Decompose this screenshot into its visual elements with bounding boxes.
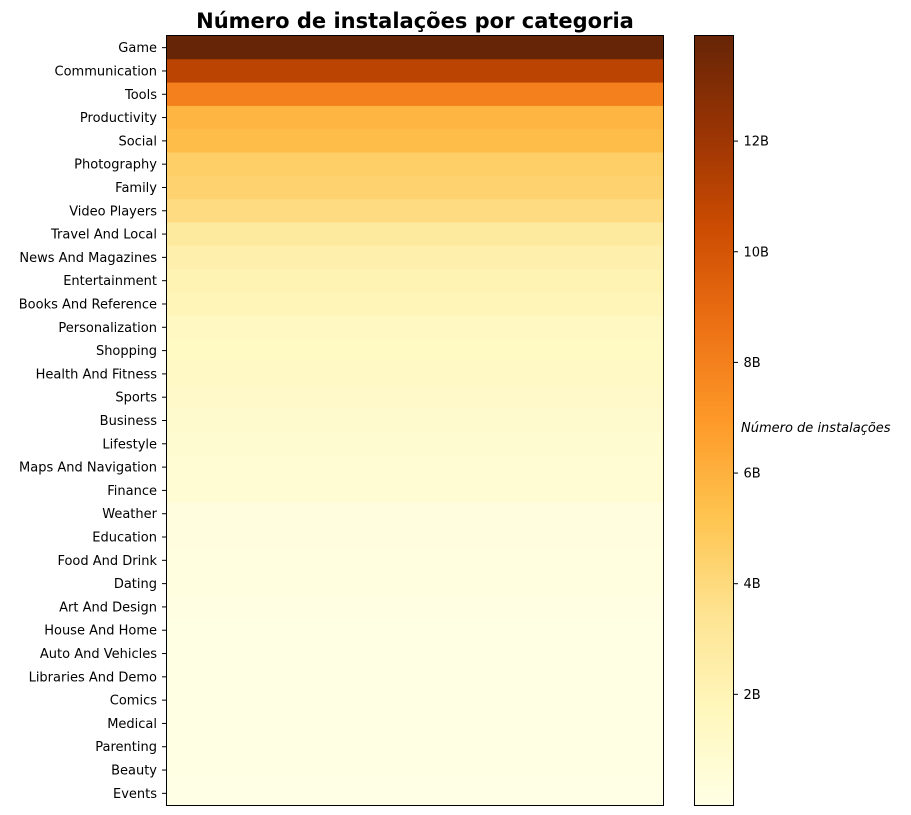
y-tick-label: Beauty bbox=[111, 764, 157, 779]
heatmap-cell bbox=[167, 711, 663, 736]
heatmap-cell bbox=[167, 199, 663, 223]
heatmap-cell bbox=[167, 222, 663, 247]
y-tick-label: Family bbox=[115, 181, 157, 196]
y-tick-label: Events bbox=[113, 787, 157, 802]
colorbar-tick-label: 2B bbox=[744, 688, 761, 703]
heatmap-cell bbox=[167, 269, 663, 293]
y-tick-label: Entertainment bbox=[63, 274, 157, 289]
y-tick-label: Auto And Vehicles bbox=[40, 647, 157, 662]
category-labels: Game Communication Tools Productivity Social… bbox=[19, 41, 167, 802]
colorbar-tick-label: 8B bbox=[744, 356, 761, 371]
heatmap-cell bbox=[167, 338, 663, 363]
heatmap-cell bbox=[167, 82, 663, 107]
y-tick-label: Travel And Local bbox=[50, 228, 157, 243]
colorbar-tick-label: 4B bbox=[744, 577, 761, 592]
heatmap-cell bbox=[167, 315, 663, 340]
heatmap-cell bbox=[167, 59, 663, 84]
y-tick-label: Tools bbox=[124, 88, 157, 103]
plot-frame bbox=[166, 35, 664, 806]
y-tick-label: Video Players bbox=[69, 204, 157, 219]
y-tick-label: Libraries And Demo bbox=[29, 670, 157, 685]
heatmap-cell bbox=[167, 36, 663, 60]
heatmap-cell bbox=[167, 175, 663, 200]
heatmap-cell bbox=[167, 502, 663, 526]
heatmap-cell bbox=[167, 688, 663, 713]
y-tick-label: Food And Drink bbox=[57, 554, 157, 569]
y-tick-label: Sports bbox=[115, 391, 157, 406]
heatmap-cell bbox=[167, 781, 663, 806]
y-tick-label: Parenting bbox=[95, 740, 157, 755]
heatmap-cell bbox=[167, 455, 663, 480]
y-tick-label: Comics bbox=[110, 694, 157, 709]
colorbar-tick-label: 6B bbox=[744, 467, 761, 482]
y-tick-label: House And Home bbox=[44, 624, 157, 639]
y-tick-label: Medical bbox=[107, 717, 157, 732]
heatmap-cell bbox=[167, 432, 663, 456]
heatmap-cell bbox=[167, 129, 663, 154]
colorbar bbox=[694, 35, 734, 806]
y-tick-label: Health And Fitness bbox=[36, 367, 158, 382]
y-tick-label: Maps And Navigation bbox=[19, 461, 157, 476]
y-tick-label: Photography bbox=[74, 158, 157, 173]
heatmap-cell bbox=[167, 595, 663, 620]
heatmap-cell bbox=[167, 758, 663, 783]
y-tick-label: Productivity bbox=[80, 111, 157, 126]
heatmap-cell bbox=[167, 665, 663, 689]
heatmap-cells bbox=[167, 36, 663, 806]
heatmap-cell bbox=[167, 408, 663, 433]
heatmap-cell bbox=[167, 641, 663, 666]
y-tick-label: Shopping bbox=[96, 344, 157, 359]
y-tick-label: Finance bbox=[107, 484, 157, 499]
y-tick-label: Social bbox=[118, 134, 157, 149]
heatmap-cell bbox=[167, 385, 663, 410]
chart-title: Número de instalações por categoria bbox=[196, 9, 634, 33]
y-tick-label: Lifestyle bbox=[102, 437, 157, 452]
heatmap-cell bbox=[167, 245, 663, 270]
heatmap-cell bbox=[167, 292, 663, 317]
heatmap-cell bbox=[167, 362, 663, 387]
y-tick-label: News And Magazines bbox=[19, 251, 157, 266]
heatmap-cell bbox=[167, 735, 663, 759]
heatmap-cell bbox=[167, 571, 663, 596]
colorbar-ticks: 2B 4B 6B 8B 10B 12B bbox=[733, 135, 769, 703]
heatmap-cell bbox=[167, 548, 663, 573]
heatmap-cell bbox=[167, 618, 663, 643]
heatmap-cell bbox=[167, 105, 663, 130]
colorbar-tick-label: 12B bbox=[744, 135, 769, 150]
y-tick-label: Weather bbox=[102, 507, 157, 522]
y-tick-label: Personalization bbox=[58, 321, 157, 336]
heatmap-cell bbox=[167, 478, 663, 503]
y-tick-label: Books And Reference bbox=[19, 297, 157, 312]
y-tick-label: Game bbox=[118, 41, 157, 56]
colorbar-tick-label: 10B bbox=[744, 245, 769, 260]
y-tick-label: Dating bbox=[114, 577, 157, 592]
y-tick-label: Art And Design bbox=[59, 600, 157, 615]
heatmap-cell bbox=[167, 525, 663, 550]
y-tick-label: Education bbox=[92, 531, 157, 546]
y-tick-label: Business bbox=[100, 414, 158, 429]
colorbar-label: Número de instalações bbox=[741, 421, 891, 436]
y-tick-label: Communication bbox=[55, 64, 157, 79]
heatmap-cell bbox=[167, 152, 663, 177]
